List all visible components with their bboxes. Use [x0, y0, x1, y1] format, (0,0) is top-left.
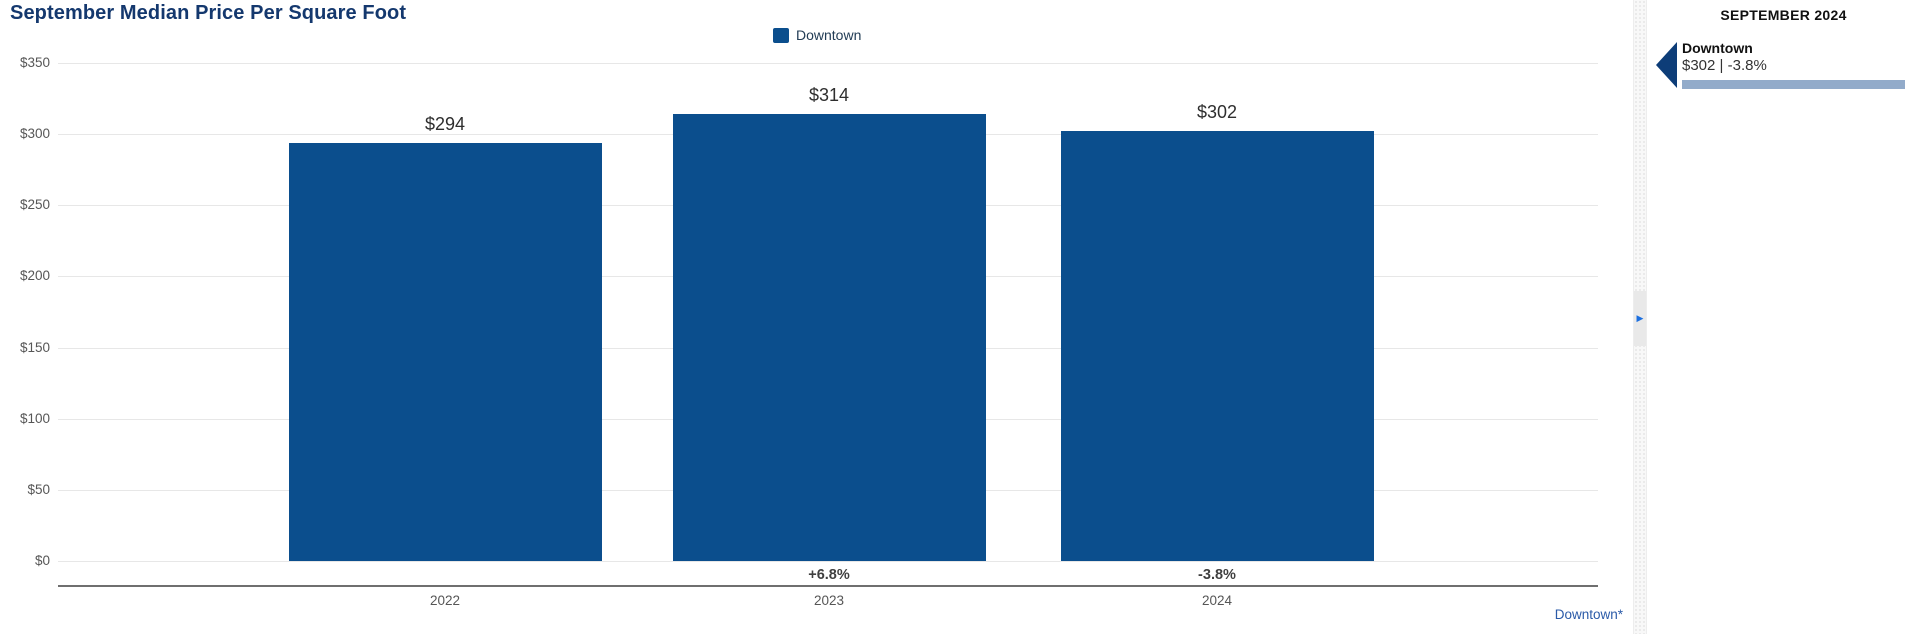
y-axis-tick-label: $100 [19, 411, 50, 426]
bar-value-label-2023: $314 [808, 85, 850, 105]
x-axis-line [58, 585, 1598, 587]
panel-divider[interactable]: ▶ [1633, 0, 1647, 634]
bar-value-label-2024: $302 [1196, 102, 1238, 122]
y-axis-tick-label: $300 [19, 126, 50, 141]
expand-right-icon[interactable]: ▶ [1636, 313, 1644, 323]
bar-2022[interactable] [289, 143, 602, 561]
legend-label-downtown: Downtown [796, 27, 862, 43]
x-axis-label-2022: 2022 [429, 593, 461, 608]
sidebar-item-name: Downtown [1682, 40, 1753, 56]
legend[interactable]: Downtown [773, 27, 861, 43]
summary-sidebar: SEPTEMBER 2024 Downtown $302 | -3.8% [1647, 0, 1920, 634]
y-axis-tick-label: $150 [19, 340, 50, 355]
x-axis-label-2024: 2024 [1201, 593, 1233, 608]
gridline-$350 [58, 63, 1598, 64]
bar-chart-plot: $0 $50 $100 $150 $200 $250 $300 $350 $294 2022 $31… [19, 55, 1598, 608]
y-axis-tick-label: $250 [19, 197, 50, 212]
downtown-footnote-link[interactable]: Downtown* [1554, 607, 1623, 622]
sidebar-item-downtown[interactable]: Downtown $302 | -3.8% [1647, 40, 1920, 89]
bar-2024[interactable] [1061, 131, 1374, 561]
bar-value-label-2022: $294 [424, 114, 466, 134]
chart-title: September Median Price Per Square Foot [10, 2, 407, 24]
y-axis-tick-label: $200 [19, 268, 50, 283]
sidebar-header: SEPTEMBER 2024 [1720, 7, 1847, 23]
pct-change-label-2023: +6.8% [808, 567, 850, 583]
bar-2023[interactable] [673, 114, 986, 561]
y-axis-tick-label: $350 [19, 55, 50, 70]
legend-swatch-downtown [773, 27, 789, 43]
pct-change-label-2024: -3.8% [1198, 567, 1236, 583]
gridline-$0 [58, 561, 1598, 562]
x-axis-label-2023: 2023 [813, 593, 845, 608]
chart-panel: September Median Price Per Square Foot D… [10, 2, 1623, 622]
sidebar-item-content: Downtown $302 | -3.8% [1682, 40, 1920, 89]
left-triangle-marker-icon [1656, 42, 1677, 88]
y-axis-tick-label: $50 [27, 482, 50, 497]
panel-expand-handle[interactable]: ▶ [1634, 291, 1646, 346]
y-axis-tick-label: $0 [34, 553, 50, 568]
sidebar-item-bar [1682, 80, 1905, 89]
sidebar-item-value: $302 | -3.8% [1682, 57, 1767, 74]
